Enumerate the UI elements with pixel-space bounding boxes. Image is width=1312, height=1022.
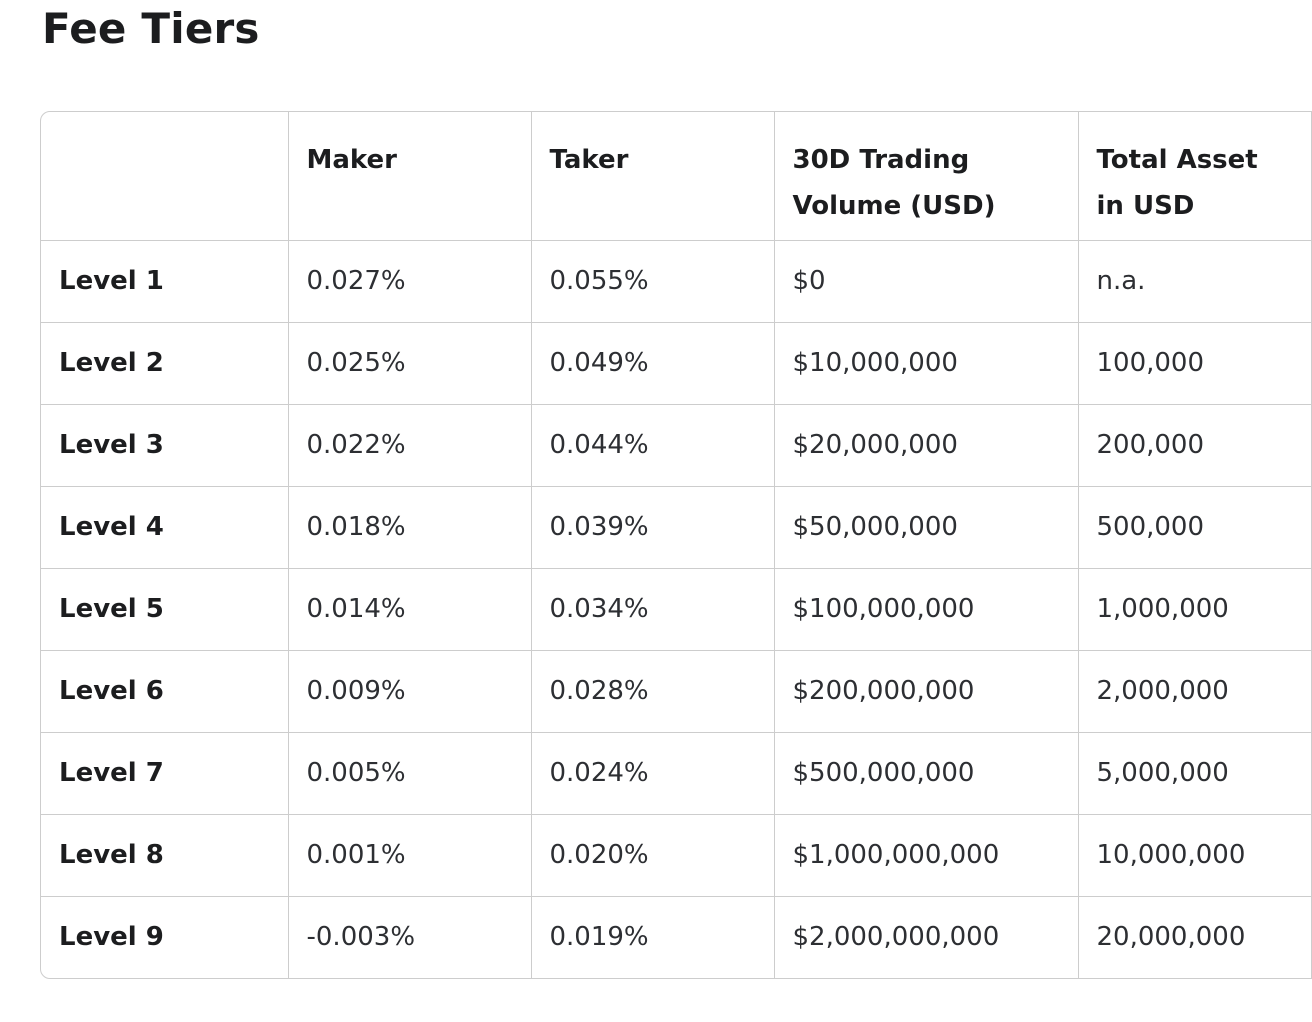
cell-maker: 0.025% xyxy=(287,321,531,404)
cell-asset: 500,000 xyxy=(1077,485,1311,568)
cell-level: Level 4 xyxy=(41,485,288,568)
cell-level: Level 9 xyxy=(41,895,288,978)
page-title: Fee Tiers xyxy=(42,4,260,53)
cell-level: Level 5 xyxy=(41,567,288,650)
fee-tiers-table: Maker Taker 30D Trading Volume (USD) Tot… xyxy=(40,111,1312,979)
cell-level: Level 1 xyxy=(41,239,288,322)
cell-asset: 1,000,000 xyxy=(1077,567,1311,650)
table-row: Level 6 0.009% 0.028% $200,000,000 2,000… xyxy=(41,649,1312,732)
table-row: Level 1 0.027% 0.055% $0 n.a. xyxy=(41,239,1312,322)
cell-volume: $500,000,000 xyxy=(773,731,1078,814)
cell-taker: 0.024% xyxy=(530,731,774,814)
cell-maker: 0.022% xyxy=(287,403,531,486)
cell-asset: 2,000,000 xyxy=(1077,649,1311,732)
cell-taker: 0.034% xyxy=(530,567,774,650)
cell-asset: 100,000 xyxy=(1077,321,1311,404)
cell-asset: 20,000,000 xyxy=(1077,895,1311,978)
table-row: Level 5 0.014% 0.034% $100,000,000 1,000… xyxy=(41,567,1312,650)
cell-volume: $50,000,000 xyxy=(773,485,1078,568)
cell-maker: 0.018% xyxy=(287,485,531,568)
cell-level: Level 3 xyxy=(41,403,288,486)
header-cell-level xyxy=(41,112,288,240)
cell-taker: 0.028% xyxy=(530,649,774,732)
cell-volume: $10,000,000 xyxy=(773,321,1078,404)
fee-tiers-table-grid: Maker Taker 30D Trading Volume (USD) Tot… xyxy=(41,112,1312,978)
table-header: Maker Taker 30D Trading Volume (USD) Tot… xyxy=(41,112,1312,240)
cell-taker: 0.044% xyxy=(530,403,774,486)
cell-level: Level 8 xyxy=(41,813,288,896)
table-header-row: Maker Taker 30D Trading Volume (USD) Tot… xyxy=(41,112,1312,240)
header-cell-taker: Taker xyxy=(530,112,774,240)
cell-taker: 0.020% xyxy=(530,813,774,896)
table-row: Level 2 0.025% 0.049% $10,000,000 100,00… xyxy=(41,321,1312,404)
header-cell-asset: Total Asset in USD xyxy=(1077,112,1311,240)
cell-volume: $100,000,000 xyxy=(773,567,1078,650)
cell-volume: $0 xyxy=(773,239,1078,322)
header-cell-volume: 30D Trading Volume (USD) xyxy=(773,112,1078,240)
cell-volume: $2,000,000,000 xyxy=(773,895,1078,978)
cell-maker: 0.009% xyxy=(287,649,531,732)
table-row: Level 8 0.001% 0.020% $1,000,000,000 10,… xyxy=(41,813,1312,896)
cell-taker: 0.055% xyxy=(530,239,774,322)
cell-level: Level 6 xyxy=(41,649,288,732)
header-cell-maker: Maker xyxy=(287,112,531,240)
cell-level: Level 7 xyxy=(41,731,288,814)
cell-taker: 0.039% xyxy=(530,485,774,568)
cell-maker: 0.014% xyxy=(287,567,531,650)
table-row: Level 7 0.005% 0.024% $500,000,000 5,000… xyxy=(41,731,1312,814)
table-row: Level 3 0.022% 0.044% $20,000,000 200,00… xyxy=(41,403,1312,486)
cell-asset: 200,000 xyxy=(1077,403,1311,486)
table-row: Level 4 0.018% 0.039% $50,000,000 500,00… xyxy=(41,485,1312,568)
cell-asset: n.a. xyxy=(1077,239,1311,322)
cell-maker: -0.003% xyxy=(287,895,531,978)
cell-asset: 5,000,000 xyxy=(1077,731,1311,814)
cell-maker: 0.001% xyxy=(287,813,531,896)
cell-taker: 0.019% xyxy=(530,895,774,978)
cell-maker: 0.027% xyxy=(287,239,531,322)
cell-volume: $200,000,000 xyxy=(773,649,1078,732)
cell-taker: 0.049% xyxy=(530,321,774,404)
cell-volume: $20,000,000 xyxy=(773,403,1078,486)
cell-volume: $1,000,000,000 xyxy=(773,813,1078,896)
cell-level: Level 2 xyxy=(41,321,288,404)
table-body: Level 1 0.027% 0.055% $0 n.a. Level 2 0.… xyxy=(41,239,1312,978)
cell-asset: 10,000,000 xyxy=(1077,813,1311,896)
cell-maker: 0.005% xyxy=(287,731,531,814)
table-row: Level 9 -0.003% 0.019% $2,000,000,000 20… xyxy=(41,895,1312,978)
